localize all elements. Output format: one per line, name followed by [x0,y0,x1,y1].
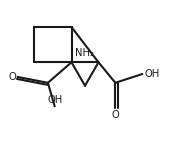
Text: OH: OH [47,95,62,105]
Text: NH₂: NH₂ [75,48,95,58]
Text: O: O [8,72,16,82]
Text: O: O [112,110,119,120]
Text: OH: OH [144,69,159,79]
